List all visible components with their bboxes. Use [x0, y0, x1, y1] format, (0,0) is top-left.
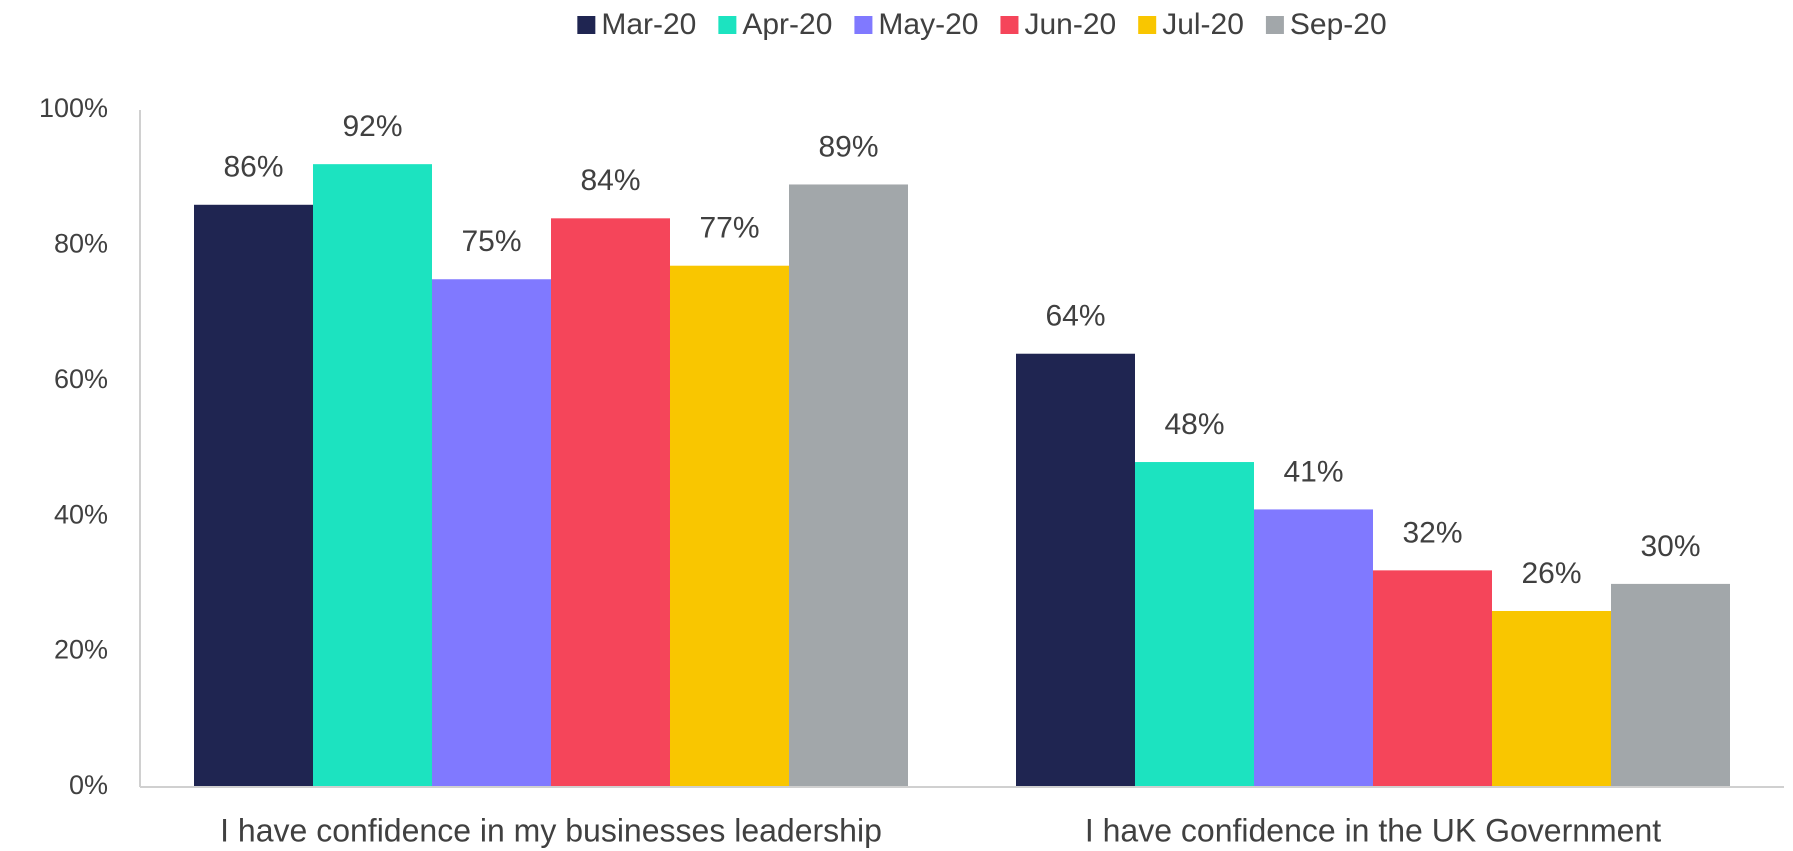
bar	[313, 164, 432, 787]
y-tick-label: 40%	[54, 499, 108, 529]
data-label: 32%	[1402, 516, 1462, 549]
legend-label: Jul-20	[1162, 8, 1244, 41]
bar	[1135, 462, 1254, 787]
legend-label: Jun-20	[1024, 8, 1116, 41]
data-label: 86%	[223, 151, 283, 184]
legend-swatch	[1000, 16, 1019, 34]
bar	[1016, 353, 1135, 787]
bar	[1373, 570, 1492, 787]
bar	[1254, 509, 1373, 787]
bar	[670, 265, 789, 788]
data-label: 26%	[1521, 557, 1581, 590]
data-label: 84%	[580, 164, 640, 197]
data-label: 92%	[342, 110, 402, 143]
data-label: 64%	[1045, 300, 1105, 333]
data-label: 48%	[1164, 408, 1224, 441]
legend-swatch	[718, 16, 737, 34]
data-label: 89%	[818, 130, 878, 163]
legend-swatch	[1138, 16, 1157, 34]
bar	[551, 218, 670, 787]
bar	[789, 184, 908, 788]
y-tick-label: 60%	[54, 364, 108, 394]
bar	[432, 279, 551, 787]
legend-label: Sep-20	[1290, 8, 1387, 41]
legend-swatch	[1265, 16, 1284, 34]
legend-label: Apr-20	[742, 8, 832, 41]
legend-label: May-20	[878, 8, 978, 41]
data-label: 77%	[699, 212, 759, 245]
x-tick-label: I have confidence in the UK Government	[1085, 812, 1661, 848]
legend-swatch	[577, 16, 596, 34]
bar	[1492, 610, 1611, 787]
y-tick-label: 0%	[69, 770, 108, 800]
y-tick-label: 20%	[54, 635, 108, 665]
x-tick-label: I have confidence in my businesses leade…	[220, 812, 882, 848]
data-label: 75%	[461, 225, 521, 258]
data-label: 41%	[1283, 455, 1343, 488]
y-tick-label: 80%	[54, 229, 108, 259]
legend-swatch	[854, 16, 873, 34]
legend-label: Mar-20	[601, 8, 696, 41]
data-label: 30%	[1640, 530, 1700, 563]
bar	[194, 204, 313, 787]
y-tick-label: 100%	[39, 93, 108, 123]
bar	[1611, 583, 1730, 787]
